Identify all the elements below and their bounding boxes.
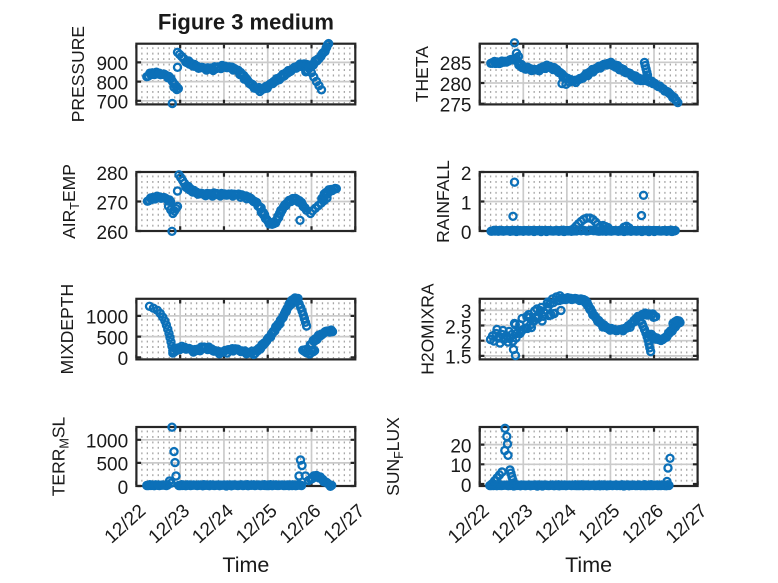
svg-text:2: 2 <box>461 164 472 185</box>
svg-text:1000: 1000 <box>86 432 128 453</box>
svg-text:SUNFLUX: SUNFLUX <box>383 417 406 496</box>
svg-text:500: 500 <box>96 328 128 349</box>
svg-text:280: 280 <box>96 164 128 185</box>
svg-text:275: 275 <box>440 96 472 117</box>
svg-text:0: 0 <box>461 476 472 497</box>
svg-text:260: 260 <box>96 223 128 244</box>
svg-text:0: 0 <box>118 349 129 370</box>
svg-text:1: 1 <box>461 193 472 214</box>
svg-text:H2OMIXRA: H2OMIXRA <box>418 283 438 375</box>
svg-text:3: 3 <box>461 302 472 323</box>
svg-text:500: 500 <box>96 455 128 476</box>
svg-text:800: 800 <box>96 73 128 94</box>
svg-text:285: 285 <box>440 54 472 75</box>
svg-text:270: 270 <box>96 193 128 214</box>
svg-text:MIXDEPTH: MIXDEPTH <box>57 284 77 374</box>
svg-text:RAINFALL: RAINFALL <box>433 160 453 243</box>
svg-text:700: 700 <box>96 93 128 114</box>
svg-text:PRESSURE: PRESSURE <box>68 26 88 122</box>
svg-text:THETA: THETA <box>412 46 432 102</box>
svg-text:2.5: 2.5 <box>445 317 471 338</box>
svg-text:1000: 1000 <box>86 308 128 329</box>
svg-text:Figure 3 medium: Figure 3 medium <box>158 10 334 35</box>
svg-text:0: 0 <box>118 478 129 499</box>
svg-text:Time: Time <box>222 553 269 577</box>
svg-text:AIRTEMP: AIRTEMP <box>59 164 82 239</box>
svg-text:900: 900 <box>96 54 128 75</box>
svg-text:1.5: 1.5 <box>445 348 471 369</box>
svg-text:TERRMSL: TERRMSL <box>49 416 72 496</box>
svg-text:Time: Time <box>565 553 612 577</box>
svg-text:280: 280 <box>440 75 472 96</box>
svg-text:2: 2 <box>461 333 472 354</box>
svg-text:10: 10 <box>450 456 471 477</box>
svg-text:0: 0 <box>461 223 472 244</box>
svg-text:20: 20 <box>450 436 471 457</box>
